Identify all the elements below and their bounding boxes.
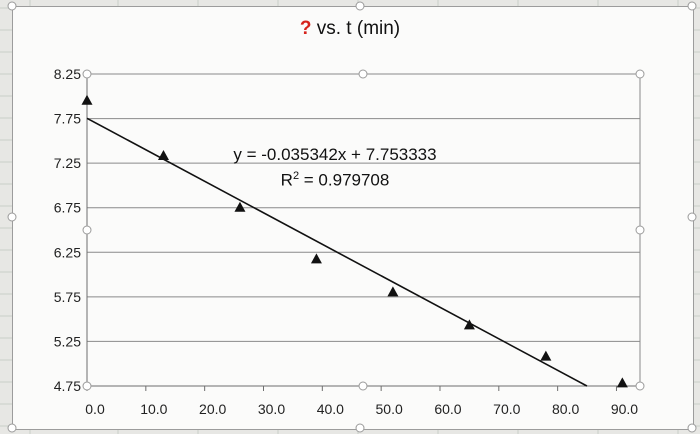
selection-handle[interactable] — [82, 225, 92, 235]
trendline-equation: y = -0.035342x + 7.753333 — [233, 145, 437, 164]
x-tick-label: 80.0 — [552, 401, 579, 417]
chart-title-highlight: ? — [299, 18, 312, 39]
r-squared-prefix: R — [280, 170, 293, 190]
data-point — [310, 253, 322, 264]
y-tick-label: 7.25 — [54, 155, 81, 171]
selection-handle[interactable] — [635, 69, 645, 79]
y-tick-label: 5.25 — [54, 333, 81, 349]
y-tick-label: 6.75 — [54, 200, 81, 216]
r-squared-superscript: 2 — [292, 170, 300, 182]
y-tick-label: 7.75 — [54, 111, 81, 127]
selection-handle[interactable] — [687, 1, 697, 11]
data-point — [616, 377, 628, 388]
selection-handle[interactable] — [355, 1, 365, 11]
x-tick-label: 30.0 — [258, 401, 285, 417]
data-point — [387, 286, 399, 297]
data-point — [81, 94, 93, 105]
x-tick-label: 70.0 — [493, 401, 520, 417]
x-tick-label: 20.0 — [199, 401, 226, 417]
y-tick-label: 6.25 — [54, 244, 81, 260]
selection-handle[interactable] — [687, 423, 697, 433]
selection-handle[interactable] — [7, 212, 17, 222]
y-tick-label: 5.75 — [54, 289, 81, 305]
selection-handle[interactable] — [7, 423, 17, 433]
selection-handle[interactable] — [82, 69, 92, 79]
data-point — [157, 150, 169, 161]
x-tick-label: 0.0 — [85, 401, 105, 417]
x-tick-label: 10.0 — [140, 401, 167, 417]
selection-handle[interactable] — [355, 423, 365, 433]
data-point — [463, 319, 475, 330]
x-tick-label: 90.0 — [611, 401, 638, 417]
selection-handle[interactable] — [687, 212, 697, 222]
x-tick-label: 60.0 — [434, 401, 461, 417]
y-tick-label: 4.75 — [54, 378, 81, 394]
r-squared-value: = 0.979708 — [299, 170, 390, 190]
selection-handle[interactable] — [635, 225, 645, 235]
trendline — [86, 117, 588, 387]
y-tick-label: 8.25 — [54, 66, 81, 82]
selection-handle[interactable] — [358, 69, 368, 79]
x-tick-label: 40.0 — [317, 401, 344, 417]
chart-title-text: vs. t (min) — [311, 18, 401, 39]
selection-handle[interactable] — [358, 381, 368, 391]
data-point — [540, 350, 552, 361]
selection-handle[interactable] — [635, 381, 645, 391]
selection-handle[interactable] — [7, 1, 17, 11]
data-point — [234, 201, 246, 212]
chart-area[interactable] — [12, 6, 694, 430]
chart-title: ? vs. t (min) — [0, 18, 700, 40]
x-tick-label: 50.0 — [376, 401, 403, 417]
trendline-r-squared: R2 = 0.979708 — [190, 170, 480, 191]
selection-handle[interactable] — [82, 381, 92, 391]
